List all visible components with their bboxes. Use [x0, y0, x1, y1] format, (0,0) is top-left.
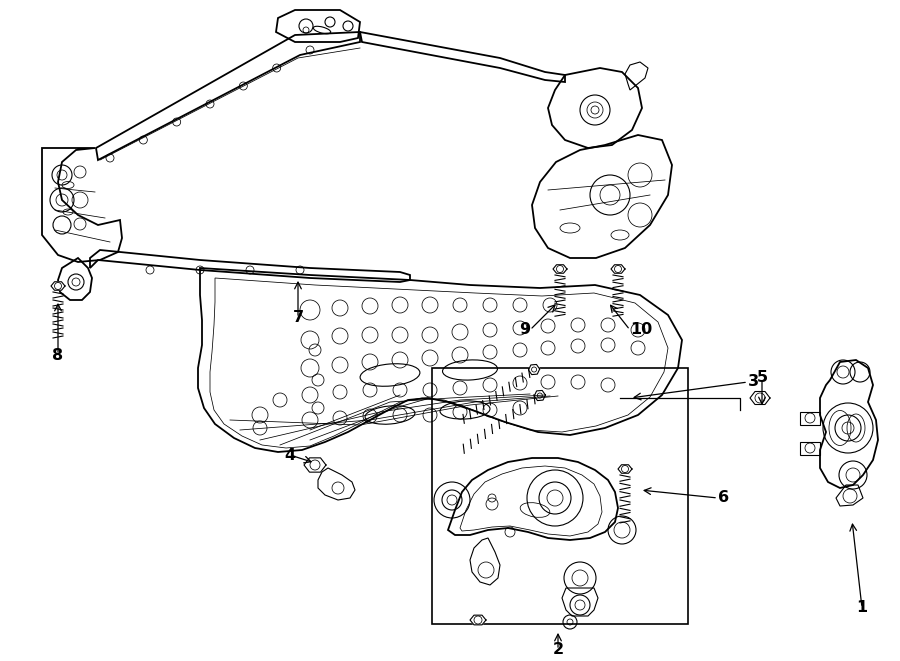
Polygon shape — [618, 465, 632, 473]
Text: 2: 2 — [553, 642, 563, 658]
Polygon shape — [470, 615, 486, 625]
Polygon shape — [528, 364, 540, 375]
Polygon shape — [553, 265, 567, 273]
Polygon shape — [535, 391, 545, 401]
Text: 5: 5 — [756, 371, 768, 385]
Polygon shape — [750, 391, 770, 405]
Text: 6: 6 — [718, 490, 729, 506]
Text: 9: 9 — [519, 323, 530, 338]
Text: 8: 8 — [52, 348, 64, 362]
Text: 4: 4 — [284, 447, 295, 463]
Text: 10: 10 — [630, 323, 652, 338]
Text: 3: 3 — [748, 375, 759, 389]
Text: 1: 1 — [857, 600, 868, 615]
Text: 7: 7 — [292, 311, 303, 325]
Bar — [432, 368, 688, 624]
Polygon shape — [51, 282, 65, 290]
Polygon shape — [611, 265, 625, 273]
Polygon shape — [304, 458, 326, 472]
